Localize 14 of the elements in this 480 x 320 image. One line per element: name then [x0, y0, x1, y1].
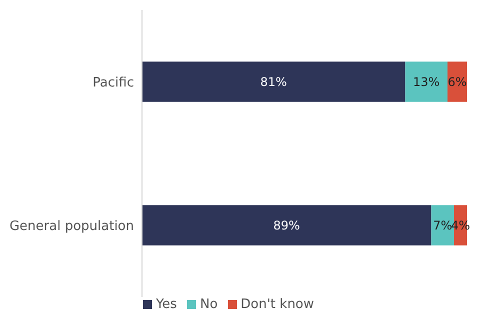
bar	[142, 62, 406, 102]
y-tick-label: Pacific	[92, 75, 134, 90]
data-label: 13%	[413, 74, 440, 89]
data-label: 89%	[273, 218, 300, 232]
data-label: 6%	[448, 74, 467, 89]
legend-label: No	[200, 297, 218, 312]
bar	[142, 205, 432, 246]
data-label: 7%	[433, 218, 452, 232]
y-tick-label: General population	[9, 218, 134, 234]
bar	[448, 62, 467, 102]
bar	[405, 62, 448, 102]
data-label: 81%	[260, 74, 287, 89]
legend-label: Yes	[156, 297, 177, 312]
legend-label: Don't know	[240, 297, 314, 312]
